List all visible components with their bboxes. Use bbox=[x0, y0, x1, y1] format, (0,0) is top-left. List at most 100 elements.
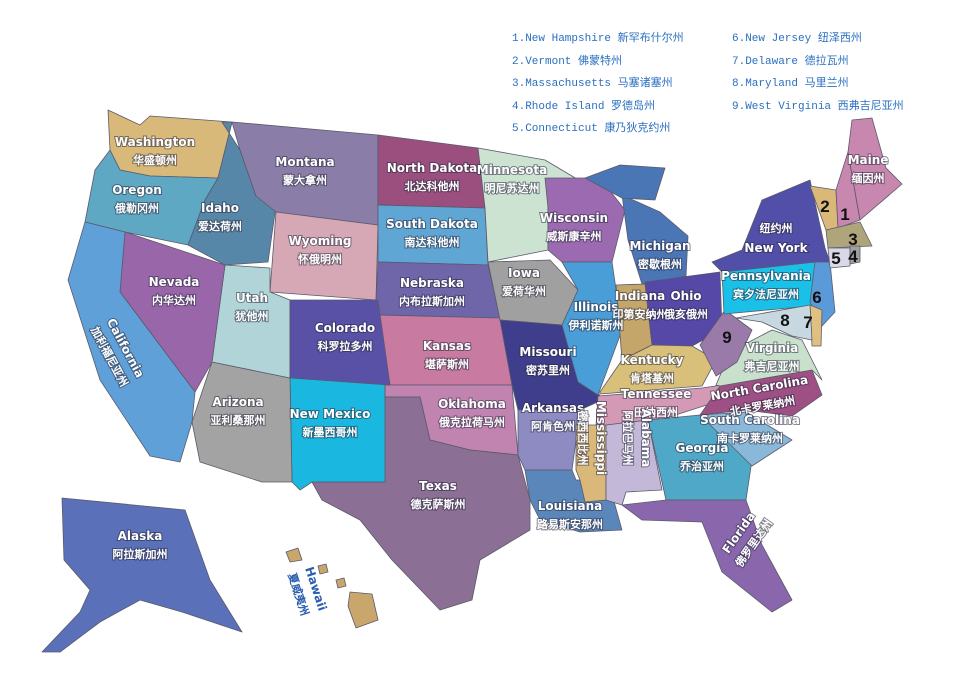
state-label: Louisiana 路易斯安那州 bbox=[537, 499, 603, 531]
state-name-zh: 北达科他州 bbox=[405, 179, 460, 193]
state-label: Iowa 爱荷华州 bbox=[502, 266, 546, 298]
state-name-en: Maine bbox=[848, 153, 889, 167]
state-name-zh: 乔治亚州 bbox=[679, 459, 724, 473]
state-label: Michigan 密歇根州 bbox=[629, 239, 690, 271]
legend-left: 1.New Hampshire 新罕布什尔州 2.Vermont 佛蒙特州 3.… bbox=[512, 29, 684, 142]
state-number-label: 4 bbox=[848, 247, 858, 266]
state-name-en: Michigan bbox=[629, 239, 690, 253]
legend-item: 8.Maryland 马里兰州 bbox=[732, 78, 849, 90]
state-ga bbox=[647, 414, 753, 501]
state-name-zh: 内布拉斯加州 bbox=[399, 294, 465, 308]
state-name-en: Minnesota bbox=[477, 163, 548, 177]
state-name-en: Wisconsin bbox=[540, 211, 608, 225]
state-name-en: Alabama bbox=[639, 409, 653, 468]
state-label: Kentucky 肯塔基州 bbox=[621, 353, 684, 385]
state-number-label: 8 bbox=[780, 311, 789, 330]
state-name-zh: 德克萨斯州 bbox=[410, 497, 466, 511]
state-sd bbox=[377, 204, 489, 266]
state-name-en: Virginia bbox=[746, 341, 799, 355]
state-name-en: South Carolina bbox=[700, 413, 800, 427]
state-name-en: Illinois bbox=[574, 300, 619, 314]
legend-right: 6.New Jersey 纽泽西州 7.Delaware 德拉瓦州 8.Mary… bbox=[732, 29, 904, 119]
state-name-zh: 亚利桑那州 bbox=[211, 413, 266, 427]
state-label: Arizona 亚利桑那州 bbox=[211, 395, 266, 427]
state-name-zh: 犹他州 bbox=[236, 309, 269, 323]
state-number-label: 5 bbox=[831, 249, 840, 268]
state-name-en: Ohio bbox=[670, 289, 701, 303]
state-number-label: 6 bbox=[812, 288, 821, 307]
state-name-zh: 南达科他州 bbox=[405, 235, 460, 249]
state-label: Missouri 密苏里州 bbox=[519, 345, 576, 377]
state-label: Utah 犹他州 bbox=[236, 291, 269, 323]
state-name-zh: 俄克拉荷马州 bbox=[438, 415, 505, 429]
state-name-en: Tennessee bbox=[621, 387, 692, 401]
state-label: Tennessee 田纳西州 bbox=[621, 387, 692, 419]
state-md bbox=[735, 304, 813, 341]
state-label: Minnesota 明尼苏达州 bbox=[477, 163, 548, 195]
state-name-en: Arizona bbox=[212, 395, 263, 409]
state-label: South Dakota 南达科他州 bbox=[386, 217, 478, 249]
state-name-en: Montana bbox=[275, 155, 334, 169]
state-name-zh: 华盛顿州 bbox=[133, 153, 177, 167]
state-ar bbox=[517, 409, 581, 471]
state-ak bbox=[41, 497, 243, 653]
state-name-en: Mississippi bbox=[594, 401, 608, 475]
state-label: Oklahoma 俄克拉荷马州 bbox=[438, 397, 506, 429]
state-name-zh: 宾夕法尼亚州 bbox=[733, 287, 799, 301]
state-me bbox=[847, 117, 903, 221]
state-name-zh: 科罗拉多州 bbox=[318, 339, 373, 353]
state-label: Alabama 阿拉巴马州 bbox=[621, 409, 653, 468]
state-name-en: Washington bbox=[115, 135, 195, 149]
state-mi bbox=[584, 164, 666, 201]
state-name-en: Indiana bbox=[615, 289, 665, 303]
state-name-en: Wyoming bbox=[288, 234, 351, 248]
state-name-zh: 内华达州 bbox=[152, 293, 196, 307]
state-name-zh: 俄勒冈州 bbox=[114, 201, 159, 215]
state-label: Colorado 科罗拉多州 bbox=[315, 321, 375, 353]
state-name-zh: 爱达荷州 bbox=[198, 219, 242, 233]
state-wv bbox=[699, 309, 753, 377]
state-name-en: South Dakota bbox=[386, 217, 478, 231]
state-label: Texas 德克萨斯州 bbox=[410, 479, 466, 511]
state-label: Mississippi 密西西比州 bbox=[576, 401, 608, 475]
state-label: Maine 缅因州 bbox=[848, 153, 889, 185]
state-name-en: Utah bbox=[236, 291, 268, 305]
state-hi bbox=[285, 547, 303, 563]
state-name-en: Georgia bbox=[676, 441, 729, 455]
state-label: Georgia 乔治亚州 bbox=[676, 441, 729, 473]
state-label: Wisconsin 威斯康辛州 bbox=[540, 211, 608, 243]
state-name-en: Iowa bbox=[508, 266, 540, 280]
state-label: Indiana 印第安纳州 bbox=[613, 289, 668, 321]
state-ri bbox=[849, 245, 861, 265]
state-name-zh: 密苏里州 bbox=[526, 363, 570, 377]
state-label: Virginia 弗吉尼亚州 bbox=[745, 341, 800, 373]
state-label: Idaho 爱达荷州 bbox=[198, 201, 242, 233]
state-name-zh: 俄亥俄州 bbox=[663, 307, 708, 321]
state-label: Pennsylvania 宾夕法尼亚州 bbox=[721, 269, 811, 301]
state-label: Washington 华盛顿州 bbox=[115, 135, 195, 167]
state-number-label: 7 bbox=[803, 313, 812, 332]
state-ct bbox=[827, 247, 851, 269]
legend-item: 5.Connecticut 康乃狄克约州 bbox=[512, 123, 671, 135]
state-name-en: Louisiana bbox=[538, 499, 603, 513]
state-name-zh: 阿肯色州 bbox=[531, 419, 575, 433]
state-name-en: Alaska bbox=[118, 529, 163, 543]
state-hi bbox=[317, 563, 329, 575]
state-name-en: Oregon bbox=[112, 183, 162, 197]
state-name-zh: 肯塔基州 bbox=[630, 371, 674, 385]
state-name-zh: 南卡罗莱纳州 bbox=[717, 431, 783, 445]
state-name-zh: 密西西比州 bbox=[576, 411, 590, 466]
state-name-zh: 堪萨斯州 bbox=[425, 357, 469, 371]
state-name-zh: 阿拉巴马州 bbox=[621, 411, 635, 466]
legend-item: 6.New Jersey 纽泽西州 bbox=[732, 33, 862, 45]
legend-item: 1.New Hampshire 新罕布什尔州 bbox=[512, 33, 684, 45]
state-label: Montana 蒙大拿州 bbox=[275, 155, 334, 187]
state-name-en: Nebraska bbox=[400, 276, 464, 290]
state-label: 纽约州 New York bbox=[744, 221, 808, 255]
legend-item: 3.Massachusetts 马塞诸塞州 bbox=[512, 78, 673, 90]
legend-item: 9.West Virginia 西弗吉尼亚州 bbox=[732, 100, 904, 113]
state-name-zh: 蒙大拿州 bbox=[283, 173, 327, 187]
state-number-label: 1 bbox=[840, 205, 849, 224]
state-label: Wyoming 怀俄明州 bbox=[288, 234, 351, 266]
state-co bbox=[289, 299, 391, 386]
